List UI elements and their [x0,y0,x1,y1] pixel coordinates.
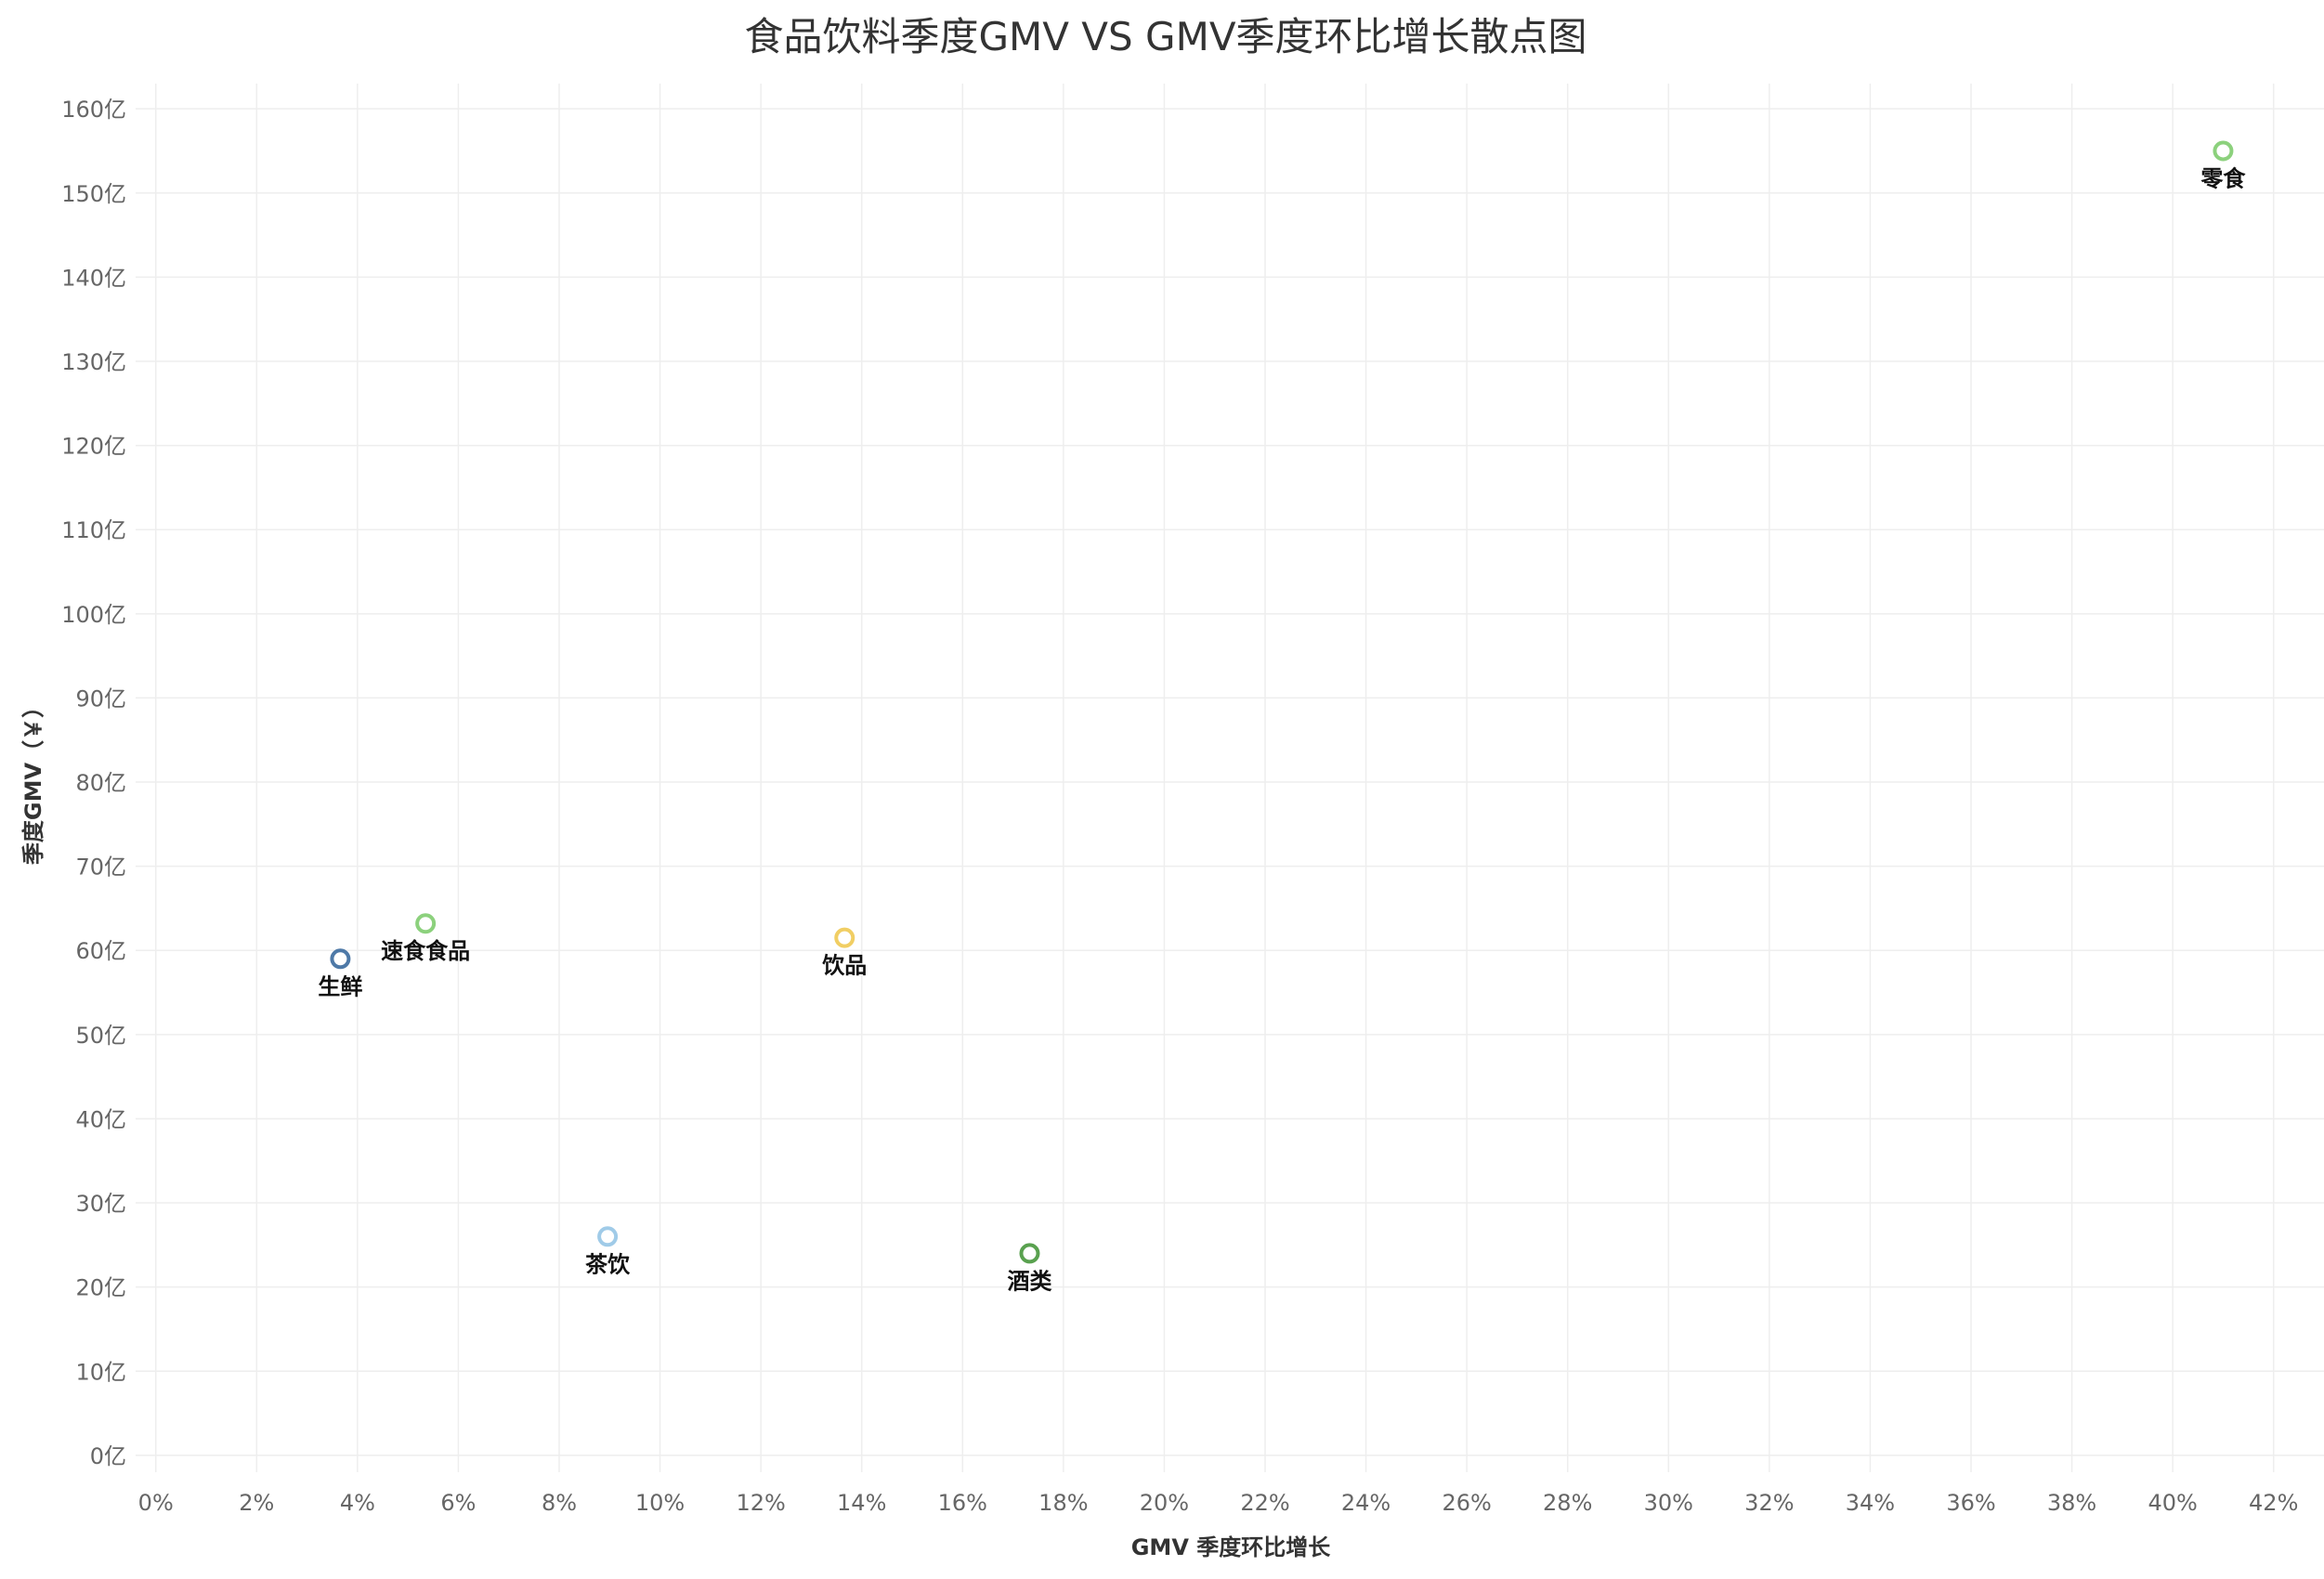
y-tick-label: 120亿 [61,434,126,460]
y-tick-label: 40亿 [75,1106,126,1132]
y-tick-label: 60亿 [75,938,126,964]
x-tick-label: 6% [440,1490,476,1516]
x-tick-label: 14% [837,1490,886,1516]
data-point [597,1226,619,1247]
y-tick-label: 160亿 [61,97,126,123]
y-tick-label: 140亿 [61,265,126,291]
y-tick-label: 0亿 [90,1443,126,1469]
x-tick-label: 10% [635,1490,685,1516]
y-tick-label: 50亿 [75,1023,126,1049]
x-tick-label: 34% [1846,1490,1895,1516]
x-gridlines [154,84,2275,1472]
data-label: 饮品 [821,953,867,979]
x-tick-label: 36% [1946,1490,1995,1516]
y-tick-label: 100亿 [61,602,126,628]
chart-title: 食品饮料季度GMV VS GMV季度环比增长散点图 [744,14,1586,59]
y-tick-label: 10亿 [75,1359,126,1385]
data-point [415,913,437,934]
x-tick-label: 2% [239,1490,274,1516]
y-tick-label: 80亿 [75,770,126,796]
x-tick-label: 32% [1744,1490,1794,1516]
x-tick-label: 4% [340,1490,375,1516]
y-tick-label: 90亿 [75,685,126,711]
x-tick-label: 30% [1644,1490,1693,1516]
y-tick-label: 20亿 [75,1275,126,1301]
data-label: 生鲜 [318,973,362,999]
data-label: 零食 [2200,165,2246,191]
y-tick-label: 150亿 [61,181,126,207]
y-tick-label: 70亿 [75,855,126,881]
x-tick-label: 8% [542,1490,577,1516]
x-tick-label: 12% [736,1490,785,1516]
data-point [2213,140,2234,162]
x-tick-label: 24% [1341,1490,1390,1516]
x-tick-label: 40% [2148,1490,2197,1516]
data-label: 酒类 [1007,1268,1052,1294]
y-axis-tick-labels: 0亿 10亿 20亿 30亿 40亿 50亿 60亿 70亿 80亿 90亿 100亿 110亿 120… [61,97,126,1469]
x-tick-label: 18% [1038,1490,1088,1516]
x-tick-label: 28% [1543,1490,1592,1516]
x-tick-label: 20% [1140,1490,1189,1516]
y-tick-label: 110亿 [61,517,126,543]
data-point [834,927,855,948]
x-axis-title: GMV 季度环比增长 [1131,1534,1332,1560]
x-tick-label: 26% [1442,1490,1491,1516]
data-point [330,948,351,970]
y-tick-label: 130亿 [61,349,126,375]
y-gridlines [136,108,2324,1456]
y-tick-label: 30亿 [75,1191,126,1217]
data-points [330,140,2234,1264]
x-tick-label: 16% [938,1490,987,1516]
x-tick-label: 42% [2249,1490,2298,1516]
data-label: 茶饮 [585,1251,631,1277]
data-label: 速食食品 [381,938,470,964]
x-tick-label: 22% [1240,1490,1289,1516]
x-axis-tick-labels: 0% 2% 4% 6% 8% 10% 12% 14% 16% 18% 20% 22% 24% 26% 28%… [138,1490,2299,1516]
y-axis-title: 季度GMV（￥） [20,696,46,865]
x-tick-label: 38% [2047,1490,2096,1516]
data-point [1019,1243,1040,1264]
x-tick-label: 0% [138,1490,174,1516]
